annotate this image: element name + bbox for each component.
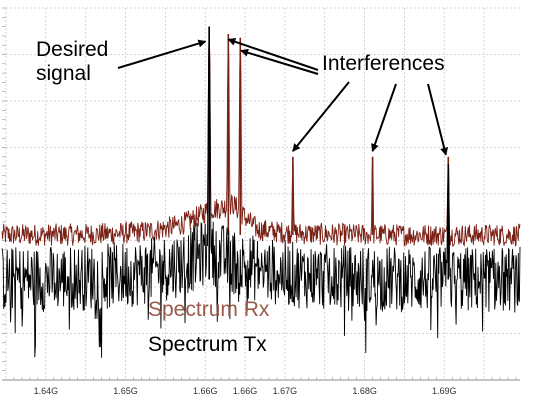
series-layer — [1, 26, 521, 358]
annotation-arrows — [117, 37, 449, 156]
arrow-desired-signal — [117, 39, 207, 69]
series-line-rx — [1, 26, 521, 248]
x-tick-label: 1.67G — [273, 386, 298, 396]
annotations: Desired signal Interferences — [36, 37, 449, 156]
legend-entry-tx: Spectrum Tx — [148, 333, 267, 356]
x-tick-label: 1.65G — [113, 386, 138, 396]
annotation-interferences: Interferences — [322, 52, 445, 75]
x-tick-label: 1.66G — [233, 386, 258, 396]
legend: Spectrum Rx Spectrum Tx — [148, 298, 270, 356]
arrow-interference — [227, 37, 319, 71]
arrow-interference — [240, 48, 319, 75]
x-tick-label: 1.66G — [193, 386, 218, 396]
x-tick-labels: 1.64G 1.65G 1.66G 1.66G 1.67G 1.68G 1.69G — [34, 386, 457, 396]
x-tick-label: 1.68G — [352, 386, 377, 396]
x-tick-label: 1.64G — [34, 386, 59, 396]
series-line-tx — [1, 26, 521, 358]
legend-entry-rx: Spectrum Rx — [148, 298, 270, 321]
annotation-line: signal — [36, 62, 91, 85]
annotation-line: Desired — [36, 38, 108, 61]
arrow-interference — [371, 83, 397, 153]
arrow-interference — [292, 81, 350, 152]
x-tick-label: 1.69G — [432, 386, 457, 396]
annotation-desired-signal: Desired signal — [36, 38, 108, 85]
arrow-interference — [427, 83, 449, 156]
grid — [2, 7, 520, 381]
